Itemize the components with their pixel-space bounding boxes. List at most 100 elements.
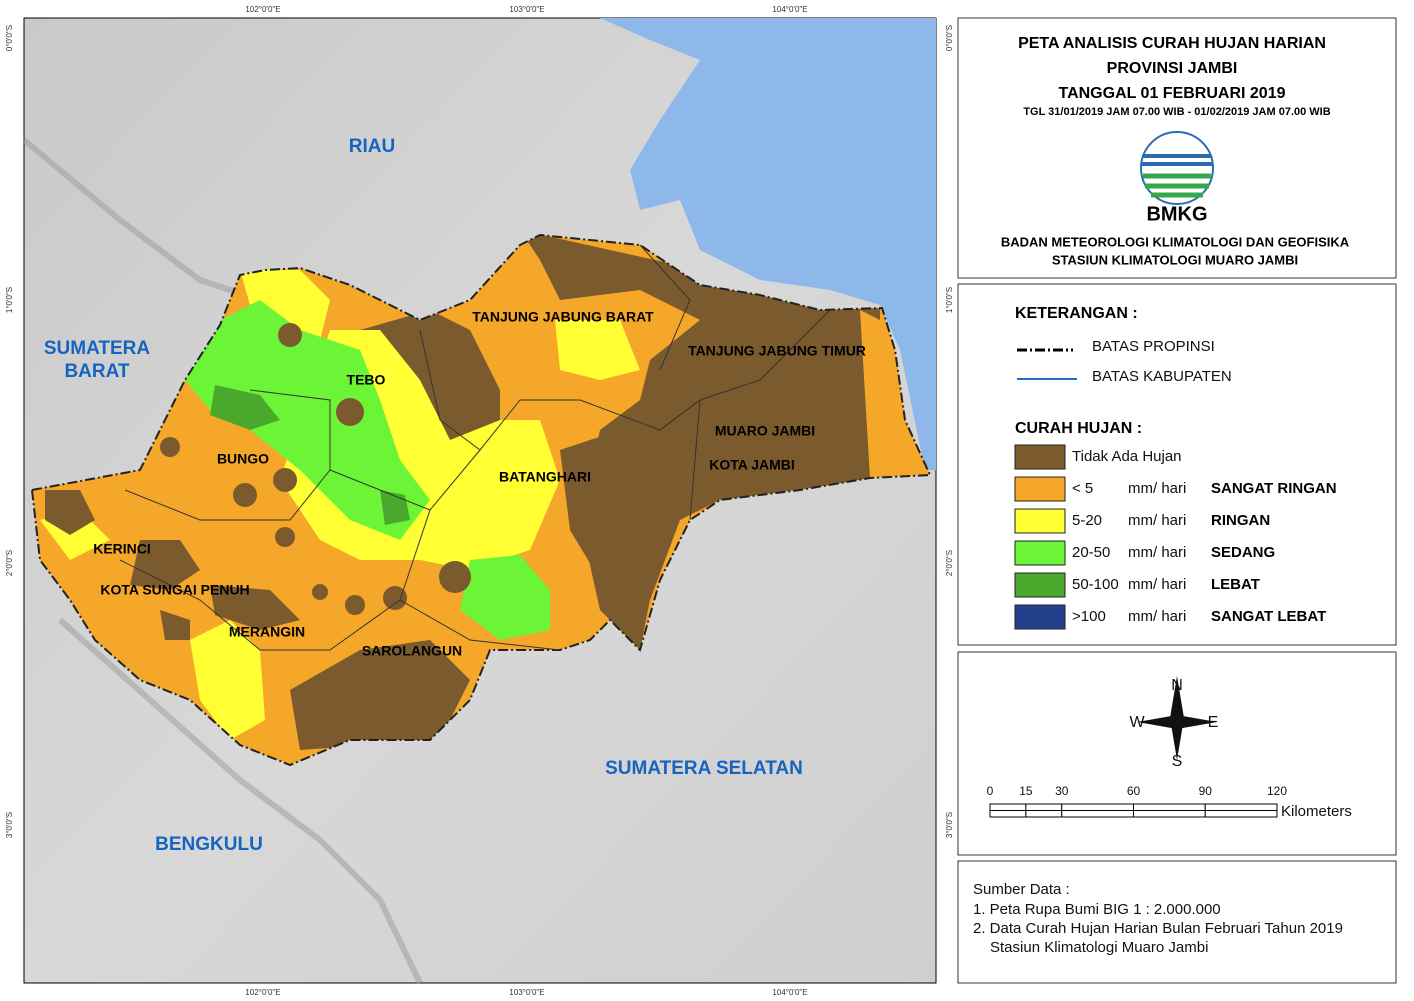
title-line: TANGGAL 01 FEBRUARI 2019 xyxy=(1058,85,1285,102)
rain-spot xyxy=(233,483,257,507)
rain-zone xyxy=(210,585,300,630)
district-label: TANJUNG JABUNG TIMUR xyxy=(688,343,866,359)
legend-swatch xyxy=(1014,604,1066,630)
scale-label: 120 xyxy=(1267,784,1287,798)
legend-range: Tidak Ada Hujan xyxy=(1072,448,1182,465)
legend-category: SEDANG xyxy=(1211,544,1275,561)
scale-label: 30 xyxy=(1055,784,1069,798)
region-label: RIAU xyxy=(349,136,395,157)
district-label: MERANGIN xyxy=(229,624,305,640)
rain-spot xyxy=(345,595,365,615)
legend-category: SANGAT RINGAN xyxy=(1211,480,1337,497)
legend-range: 50-100 xyxy=(1072,576,1119,593)
lon-label: 102°0'0"E xyxy=(245,5,280,14)
legend-range: 5-20 xyxy=(1072,512,1102,529)
legend-swatch xyxy=(1014,508,1066,534)
source-line: 1. Peta Rupa Bumi BIG 1 : 2.000.000 xyxy=(973,901,1221,918)
district-label: BUNGO xyxy=(217,451,269,467)
lat-label: 3°0'0"S xyxy=(945,812,954,838)
lon-label: 103°0'0"E xyxy=(509,5,544,14)
logo-text: BMKG xyxy=(1146,203,1207,225)
lat-label: 3°0'0"S xyxy=(5,812,14,838)
legend-line-label: BATAS PROPINSI xyxy=(1092,338,1215,355)
district-label: KERINCI xyxy=(93,541,151,557)
district-label: SAROLANGUN xyxy=(362,643,462,659)
rain-zone xyxy=(460,555,550,640)
rain-spot xyxy=(312,584,328,600)
rain-zone xyxy=(185,300,430,540)
legend-swatch xyxy=(1014,476,1066,502)
legend-line-label: BATAS KABUPATEN xyxy=(1092,368,1232,385)
lat-label: 2°0'0"S xyxy=(5,550,14,576)
lon-label: 103°0'0"E xyxy=(509,988,544,997)
source-title: Sumber Data : xyxy=(973,881,1070,898)
legend-range: < 5 xyxy=(1072,480,1093,497)
rain-zone xyxy=(555,320,640,380)
legend-swatch xyxy=(1014,540,1066,566)
region-label: SUMATERA xyxy=(44,338,151,359)
district-label: BATANGHARI xyxy=(499,469,591,485)
lat-label: 1°0'0"S xyxy=(5,287,14,313)
lat-label: 1°0'0"S xyxy=(945,287,954,313)
agency: BADAN METEOROLOGI KLIMATOLOGI DAN GEOFIS… xyxy=(1001,234,1350,249)
region-label: SUMATERA SELATAN xyxy=(605,758,803,779)
legend-unit: mm/ hari xyxy=(1128,608,1186,625)
title-line: PROVINSI JAMBI xyxy=(1107,60,1238,77)
legend-unit: mm/ hari xyxy=(1128,480,1186,497)
rain-spot xyxy=(383,586,407,610)
legend-unit: mm/ hari xyxy=(1128,576,1186,593)
legend-swatch xyxy=(1014,444,1066,470)
lat-label: 2°0'0"S xyxy=(945,550,954,576)
legend-category: RINGAN xyxy=(1211,512,1270,529)
region-label: BARAT xyxy=(64,361,129,382)
legend-range: 20-50 xyxy=(1072,544,1110,561)
legend-swatch xyxy=(1014,572,1066,598)
rain-spot xyxy=(278,323,302,347)
rain-zone xyxy=(290,640,470,750)
scale-label: 0 xyxy=(987,784,994,798)
source-line: Stasiun Klimatologi Muaro Jambi xyxy=(990,939,1208,956)
rain-spot xyxy=(275,527,295,547)
bmkg-logo xyxy=(1140,131,1214,205)
period: TGL 31/01/2019 JAM 07.00 WIB - 01/02/201… xyxy=(1023,106,1330,118)
rain-spot xyxy=(336,398,364,426)
district-label: MUARO JAMBI xyxy=(715,423,815,439)
compass-s: S xyxy=(1172,753,1183,770)
title-line: PETA ANALISIS CURAH HUJAN HARIAN xyxy=(1018,35,1326,52)
compass-n: N xyxy=(1171,677,1183,694)
lon-label: 102°0'0"E xyxy=(245,988,280,997)
scale-label: 90 xyxy=(1199,784,1213,798)
legend-unit: mm/ hari xyxy=(1128,512,1186,529)
compass-e: E xyxy=(1208,714,1219,731)
legend-range: >100 xyxy=(1072,608,1106,625)
compass-rose xyxy=(1137,676,1217,760)
lat-label: 0°0'0"S xyxy=(945,25,954,51)
district-borders xyxy=(119,244,831,651)
district-label: KOTA SUNGAI PENUH xyxy=(100,582,249,598)
relief xyxy=(22,137,423,985)
source-line: 2. Data Curah Hujan Harian Bulan Februar… xyxy=(973,920,1343,937)
rain-spot xyxy=(680,454,700,474)
rain-zone xyxy=(190,620,265,740)
lat-label: 0°0'0"S xyxy=(5,25,14,51)
district-label: TEBO xyxy=(347,372,386,388)
region-label: BENGKULU xyxy=(155,834,263,855)
rain-zone xyxy=(210,385,280,430)
scale-label: 60 xyxy=(1127,784,1141,798)
legend-title: KETERANGAN : xyxy=(1015,305,1138,322)
legend-unit: mm/ hari xyxy=(1128,544,1186,561)
lon-label: 104°0'0"E xyxy=(772,5,807,14)
rain-spot xyxy=(160,437,180,457)
rain-zone xyxy=(160,610,190,640)
district-label: TANJUNG JABUNG BARAT xyxy=(472,309,654,325)
legend-category: LEBAT xyxy=(1211,576,1260,593)
legend-category: SANGAT LEBAT xyxy=(1211,608,1326,625)
scale-label: 15 xyxy=(1019,784,1033,798)
rain-spot xyxy=(273,468,297,492)
sea xyxy=(600,18,936,470)
rain-zone xyxy=(560,430,650,580)
agency: STASIUN KLIMATOLOGI MUARO JAMBI xyxy=(1052,252,1298,267)
rain-spot xyxy=(439,561,471,593)
scale-unit: Kilometers xyxy=(1281,803,1352,820)
